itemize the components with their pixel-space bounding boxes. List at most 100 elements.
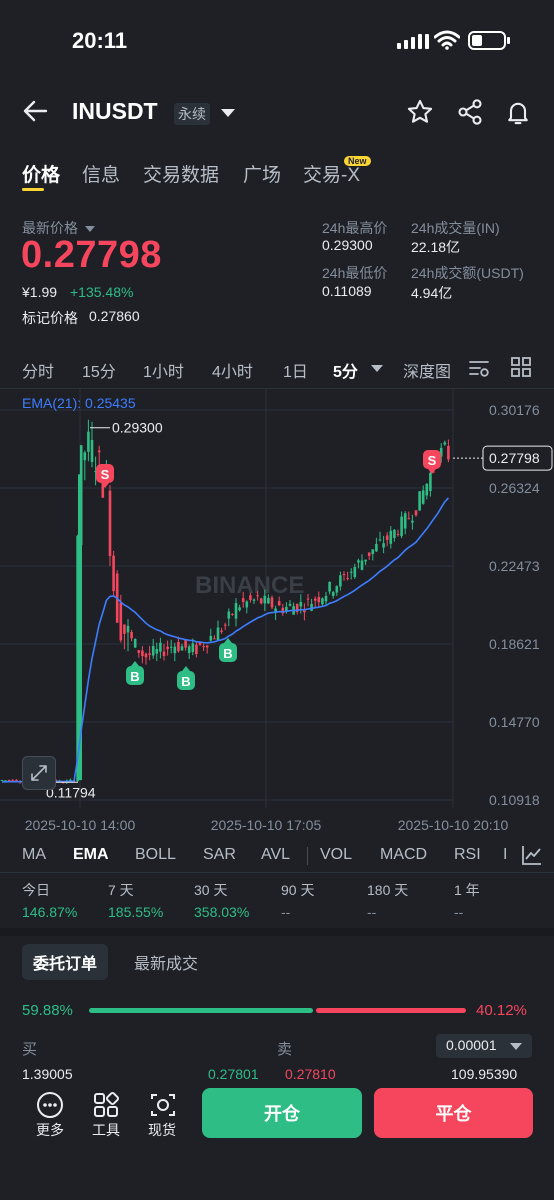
tf-1d[interactable]: 1日 (283, 364, 308, 381)
symbol-title[interactable]: INUSDT (72, 98, 158, 124)
candle-body (281, 607, 285, 614)
ind-vol[interactable]: VOL (320, 846, 353, 863)
candle-body (144, 653, 148, 658)
mark-price: 0.27860 (89, 308, 140, 324)
candle-body (191, 643, 195, 653)
candle-body (90, 440, 94, 462)
candle-body (155, 649, 159, 654)
ind-ma[interactable]: MA (22, 846, 46, 863)
divider (0, 388, 554, 389)
candle-body (267, 597, 270, 604)
precision-select[interactable]: 0.00001 (436, 1034, 532, 1058)
ind-separator (307, 847, 308, 865)
tf-more-dropdown-icon[interactable] (371, 365, 383, 372)
change-percent: +135.48% (70, 284, 134, 300)
more-icon[interactable] (35, 1090, 65, 1120)
share-icon[interactable] (456, 98, 484, 126)
tf-1h[interactable]: 1小时 (143, 364, 184, 381)
tab-trade-x[interactable]: 交易-X (303, 165, 361, 186)
mark-price-label: 标记价格 (22, 310, 78, 326)
tools-icon[interactable] (91, 1090, 121, 1120)
tf-4h[interactable]: 4小时 (212, 364, 253, 381)
candle-body (198, 642, 202, 645)
ind-boll[interactable]: BOLL (135, 846, 176, 863)
open-position-button[interactable]: 开仓 (202, 1088, 362, 1138)
candle-body (331, 592, 335, 596)
ind-ema[interactable]: EMA (73, 846, 109, 863)
ind-sar[interactable]: SAR (203, 846, 236, 863)
indicator-chart-icon[interactable] (520, 843, 544, 867)
battery-icon (468, 31, 506, 50)
symbol-dropdown-icon[interactable] (221, 109, 235, 117)
chart-settings-icon[interactable] (467, 356, 491, 380)
spot-icon[interactable] (148, 1090, 178, 1120)
back-arrow-icon[interactable] (22, 98, 48, 124)
close-position-button[interactable]: 平仓 (374, 1088, 533, 1138)
candle-body (274, 608, 277, 613)
cny-price: ¥1.99 (22, 284, 58, 300)
candle-body (342, 574, 346, 576)
perf-180d-value: -- (367, 904, 377, 920)
x-tick-label: 2025-10-10 20:10 (398, 817, 509, 833)
candle-body (259, 598, 263, 604)
tab-square[interactable]: 广场 (243, 165, 282, 186)
tab-trading-data[interactable]: 交易数据 (143, 165, 220, 186)
sell-ratio: 40.12% (476, 1002, 527, 1019)
candle-body (87, 431, 90, 452)
candle-body (0, 780, 4, 782)
candle-body (443, 442, 447, 445)
tf-depth[interactable]: 深度图 (403, 364, 452, 381)
candle-body (97, 450, 101, 453)
candle-body (249, 595, 252, 600)
candle-body (187, 646, 191, 653)
ind-rsi[interactable]: RSI (454, 846, 481, 863)
perf-today-value: 146.87% (22, 904, 78, 920)
candle-body (133, 638, 137, 648)
candle-body (411, 520, 414, 523)
section-gap (0, 928, 554, 936)
contract-type-badge: 永续 (174, 103, 210, 125)
star-icon[interactable] (406, 98, 434, 126)
tf-line[interactable]: 分时 (22, 364, 55, 381)
candle-body (209, 635, 213, 641)
candle-body (148, 653, 151, 655)
high-label: 24h最高价 (322, 220, 388, 236)
marker-label: S (428, 453, 437, 468)
tab-order-book[interactable]: 委托订单 (22, 944, 109, 980)
last-price-label[interactable]: 最新价格 (22, 218, 95, 238)
ind-macd[interactable]: MACD (380, 846, 428, 863)
y-tick-label: 0.18621 (489, 636, 540, 652)
candle-body (123, 624, 126, 634)
more-label[interactable]: 更多 (36, 1122, 64, 1138)
tf-15m[interactable]: 15分 (82, 364, 116, 381)
bell-icon[interactable] (504, 98, 532, 126)
layout-grid-icon[interactable] (510, 356, 532, 378)
ind-more[interactable]: I (503, 846, 508, 863)
last-price: 0.27798 (21, 234, 162, 276)
candlestick-chart[interactable]: BINANCE S B B B S 0.29300 0.11794 0.27798 EMA(… (0, 388, 554, 838)
candle-body (335, 586, 339, 593)
buy-column-label: 买 (22, 1041, 38, 1058)
candle-body (385, 535, 389, 540)
spot-label[interactable]: 现货 (148, 1122, 176, 1138)
tab-price[interactable]: 价格 (22, 165, 61, 186)
perf-30d-label: 30 天 (194, 882, 228, 898)
tab-recent-trades[interactable]: 最新成交 (134, 956, 199, 973)
tf-5m[interactable]: 5分 (333, 364, 358, 381)
marker-pointer (428, 469, 436, 474)
candle-body (7, 780, 11, 782)
tools-label[interactable]: 工具 (92, 1122, 120, 1138)
candle-body (324, 595, 328, 602)
y-tick-label: 0.26324 (489, 480, 540, 496)
marker-pointer (101, 483, 109, 488)
expand-icon[interactable] (22, 756, 56, 790)
candle-body (414, 510, 418, 516)
candle-body (371, 549, 375, 554)
tab-info[interactable]: 信息 (82, 165, 121, 186)
y-tick-label: 0.30176 (489, 402, 540, 418)
tab-active-indicator (22, 188, 44, 191)
buy-ratio-bar (89, 1008, 313, 1013)
candle-body (4, 780, 7, 782)
candle-body (425, 483, 429, 496)
ind-avl[interactable]: AVL (261, 846, 291, 863)
